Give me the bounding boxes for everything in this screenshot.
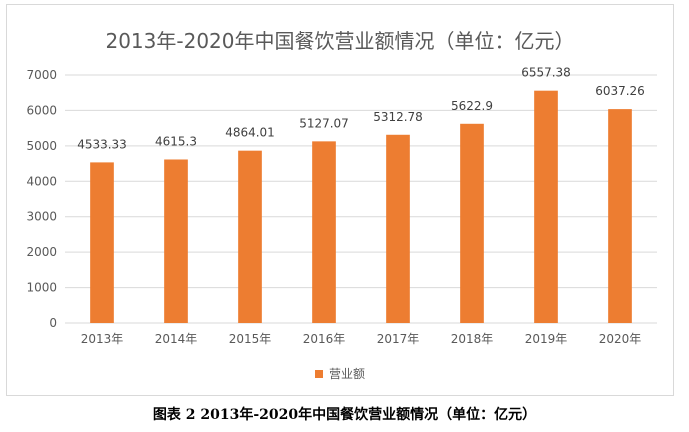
data-label: 4864.01: [225, 126, 275, 140]
bar: [312, 141, 336, 323]
chart-container: 2013年-2020年中国餐饮营业额情况（单位：亿元） 0 1000 2000 300…: [6, 4, 674, 396]
bar: [386, 134, 410, 323]
x-tick-label: 2017年: [377, 332, 420, 346]
y-tick-label: 1000: [26, 281, 57, 295]
figure-caption: 图表 2 2013年-2020年中国餐饮营业额情况（单位：亿元）: [152, 407, 537, 423]
data-label: 6557.38: [521, 66, 571, 80]
x-tick-label: 2014年: [155, 332, 198, 346]
y-tick-label: 2000: [26, 245, 57, 259]
legend-swatch: [314, 369, 323, 378]
y-tick-label: 6000: [26, 103, 57, 117]
y-tick-label: 0: [49, 316, 57, 330]
y-tick-label: 7000: [26, 68, 57, 82]
legend-label: 营业额: [328, 367, 365, 381]
data-label: 5312.78: [373, 110, 423, 124]
chart-title: 2013年-2020年中国餐饮营业额情况（单位：亿元）: [105, 29, 575, 53]
y-tick-label: 4000: [26, 174, 57, 188]
x-tick-label: 2016年: [303, 332, 346, 346]
bar: [460, 123, 484, 323]
bar: [238, 150, 262, 323]
x-tick-label: 2018年: [451, 332, 494, 346]
data-label: 4615.3: [155, 134, 197, 148]
chart-legend: 营业额: [7, 365, 673, 382]
x-tick-label: 2013年: [81, 332, 124, 346]
y-tick-label: 3000: [26, 210, 57, 224]
x-tick-label: 2019年: [525, 332, 568, 346]
data-label: 4533.33: [77, 137, 127, 151]
x-tick-label: 2020年: [599, 332, 642, 346]
data-label: 6037.26: [595, 84, 645, 98]
bar: [608, 109, 632, 323]
bar: [90, 162, 114, 323]
data-label: 5127.07: [299, 116, 349, 130]
bar: [534, 90, 558, 323]
bar: [164, 159, 188, 323]
bar-chart-plot: 0 1000 2000 3000 4000 5000 6000 7000 4533.33 2013…: [26, 66, 657, 346]
x-tick-label: 2015年: [229, 332, 272, 346]
y-tick-label: 5000: [26, 139, 57, 153]
data-label: 5622.9: [451, 99, 493, 113]
